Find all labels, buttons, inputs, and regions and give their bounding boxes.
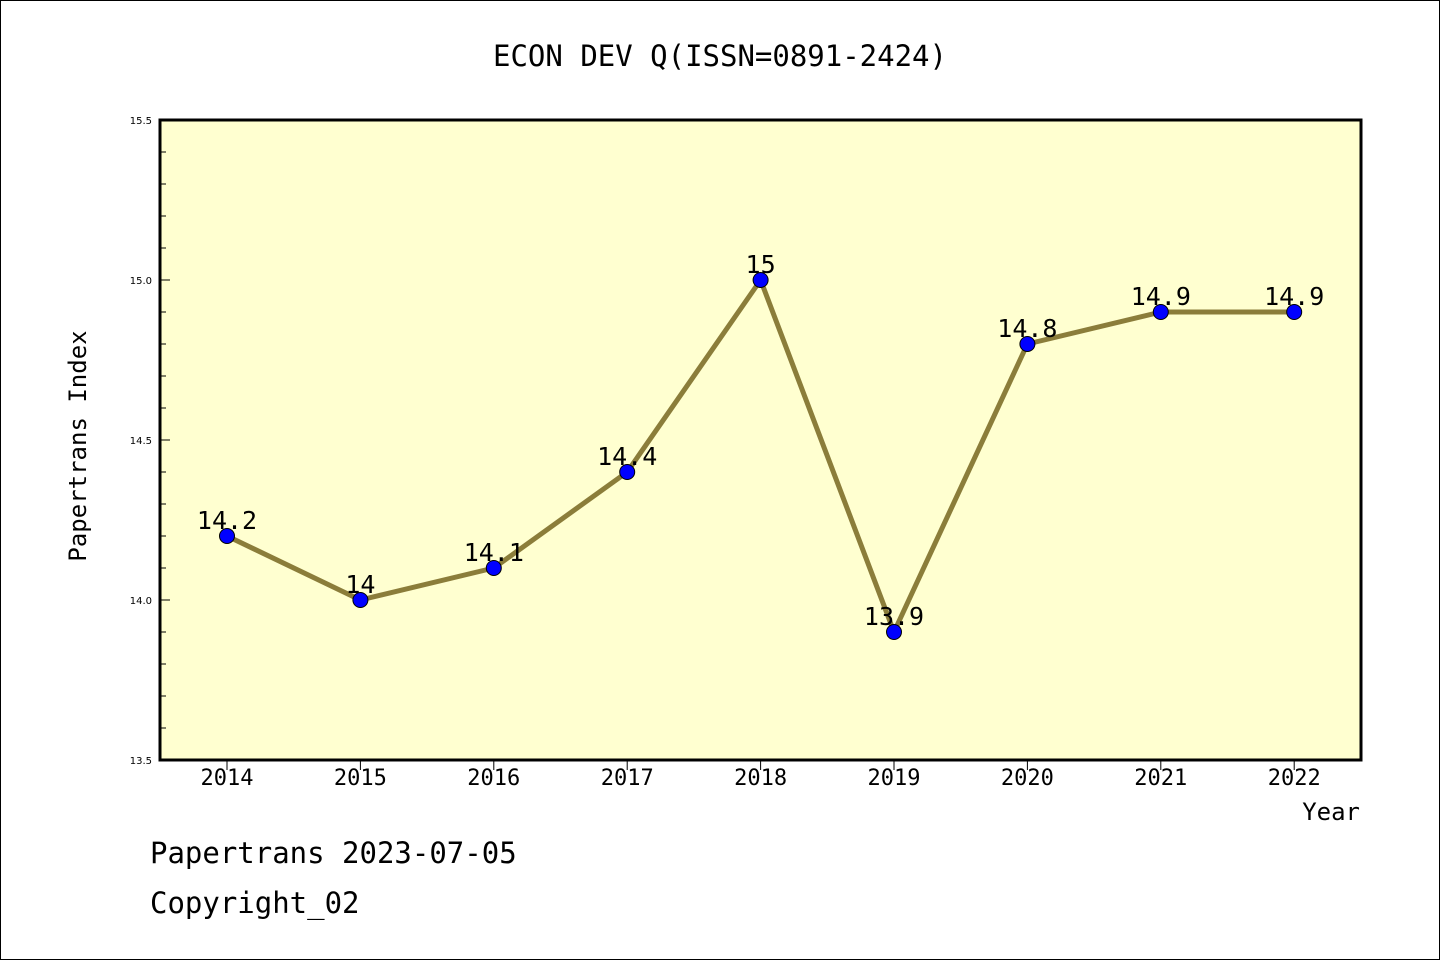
plot-area — [158, 118, 1363, 762]
data-labels: 14.2 14 14.1 14.4 15 13.9 14.8 14.9 14.9 — [197, 250, 1324, 631]
y-axis-ticks: 13.5 14.0 14.5 15.0 15.5 — [130, 116, 170, 767]
y-tick-label: 15.5 — [130, 116, 152, 127]
data-label: 14.4 — [597, 442, 657, 471]
data-point-marker — [485, 560, 502, 576]
data-label: 14 — [345, 570, 375, 599]
y-tick-label: 14.0 — [130, 596, 152, 607]
x-tick-label: 2014 — [201, 766, 254, 791]
chart-title: ECON DEV Q(ISSN=0891-2424) — [493, 39, 947, 73]
data-label: 13.9 — [864, 602, 924, 631]
x-axis-label: Year — [1302, 798, 1360, 826]
data-label: 14.8 — [997, 314, 1057, 343]
x-tick-label: 2021 — [1134, 766, 1187, 791]
data-point-marker — [752, 272, 769, 288]
data-point-marker — [619, 464, 636, 480]
data-label: 14.2 — [197, 506, 257, 535]
x-tick-label: 2019 — [868, 766, 921, 791]
data-label: 14.9 — [1264, 282, 1324, 311]
footer-copyright-line: Copyright_02 — [150, 886, 360, 920]
data-point-marker — [1286, 304, 1303, 320]
x-tick-label: 2016 — [467, 766, 520, 791]
data-point-marker — [886, 624, 902, 640]
x-tick-label: 2017 — [601, 766, 654, 791]
y-axis-label: Papertrans Index — [64, 330, 92, 561]
data-point-marker — [352, 592, 369, 608]
x-tick-label: 2020 — [1001, 766, 1054, 791]
data-label: 15 — [746, 250, 776, 279]
x-tick-label: 2018 — [734, 766, 787, 791]
x-tick-label: 2015 — [334, 766, 387, 791]
y-tick-label: 13.5 — [130, 756, 152, 767]
x-axis-ticks: 2014 2015 2016 2017 2018 2019 2020 2021 2022 — [201, 760, 1321, 791]
data-point-marker — [1019, 336, 1036, 352]
series-line-group — [219, 272, 1303, 640]
y-tick-label: 15.0 — [130, 276, 152, 287]
data-label: 14.1 — [464, 538, 524, 567]
data-point-marker — [219, 528, 235, 544]
data-point-marker — [1152, 304, 1169, 320]
x-tick-label: 2022 — [1268, 766, 1321, 791]
footer-date-line: Papertrans 2023-07-05 — [150, 836, 517, 870]
y-tick-label: 14.5 — [130, 436, 152, 447]
data-label: 14.9 — [1131, 282, 1191, 311]
